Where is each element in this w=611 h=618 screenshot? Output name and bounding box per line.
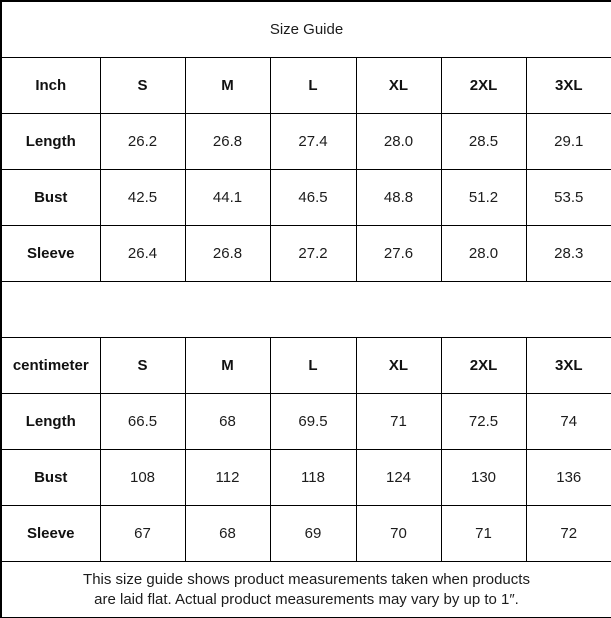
size-header-3xl: 3XL <box>525 57 611 114</box>
size-header-l: L <box>269 337 357 394</box>
measurement-cell: 118 <box>269 449 357 506</box>
measurement-cell: 71 <box>355 393 442 450</box>
table-row-cm-bust: Bust 108 112 118 124 130 136 <box>0 449 611 506</box>
row-label: Sleeve <box>0 225 101 282</box>
inch-header-row: Inch S M L XL 2XL 3XL <box>0 57 611 114</box>
size-header-3xl: 3XL <box>525 337 611 394</box>
row-label: Length <box>0 113 101 170</box>
footnote: This size guide shows product measuremen… <box>0 561 611 618</box>
size-header-s: S <box>99 337 186 394</box>
measurement-cell: 72.5 <box>440 393 527 450</box>
size-header-l: L <box>269 57 357 114</box>
spacer-row <box>0 281 611 338</box>
row-label: Sleeve <box>0 505 101 562</box>
measurement-cell: 46.5 <box>269 169 357 226</box>
measurement-cell: 74 <box>525 393 611 450</box>
size-header-s: S <box>99 57 186 114</box>
measurement-cell: 71 <box>440 505 527 562</box>
inch-unit-label: Inch <box>0 57 101 114</box>
measurement-cell: 27.4 <box>269 113 357 170</box>
table-row-cm-sleeve: Sleeve 67 68 69 70 71 72 <box>0 505 611 562</box>
table-row-inch-sleeve: Sleeve 26.4 26.8 27.2 27.6 28.0 28.3 <box>0 225 611 282</box>
measurement-cell: 28.0 <box>440 225 527 282</box>
measurement-cell: 29.1 <box>525 113 611 170</box>
measurement-cell: 27.6 <box>355 225 442 282</box>
measurement-cell: 27.2 <box>269 225 357 282</box>
measurement-cell: 28.5 <box>440 113 527 170</box>
measurement-cell: 130 <box>440 449 527 506</box>
measurement-cell: 112 <box>184 449 271 506</box>
row-label: Bust <box>0 169 101 226</box>
measurement-cell: 28.3 <box>525 225 611 282</box>
measurement-cell: 53.5 <box>525 169 611 226</box>
row-label: Length <box>0 393 101 450</box>
title-row: Size Guide <box>0 0 611 58</box>
measurement-cell: 67 <box>99 505 186 562</box>
table-row-inch-bust: Bust 42.5 44.1 46.5 48.8 51.2 53.5 <box>0 169 611 226</box>
measurement-cell: 70 <box>355 505 442 562</box>
centimeter-header-row: centimeter S M L XL 2XL 3XL <box>0 337 611 394</box>
table-row-cm-length: Length 66.5 68 69.5 71 72.5 74 <box>0 393 611 450</box>
page-title: Size Guide <box>0 0 611 58</box>
measurement-cell: 26.8 <box>184 225 271 282</box>
size-header-m: M <box>184 57 271 114</box>
row-label: Bust <box>0 449 101 506</box>
size-header-xl: XL <box>355 337 442 394</box>
measurement-cell: 66.5 <box>99 393 186 450</box>
measurement-cell: 48.8 <box>355 169 442 226</box>
measurement-cell: 72 <box>525 505 611 562</box>
size-header-2xl: 2XL <box>440 57 527 114</box>
measurement-cell: 26.8 <box>184 113 271 170</box>
centimeter-unit-label: centimeter <box>0 337 101 394</box>
table-row-inch-length: Length 26.2 26.8 27.4 28.0 28.5 29.1 <box>0 113 611 170</box>
footnote-line-1: This size guide shows product measuremen… <box>83 570 530 588</box>
spacer-cell <box>0 281 611 338</box>
footnote-line-2: are laid flat. Actual product measuremen… <box>94 590 519 608</box>
measurement-cell: 108 <box>99 449 186 506</box>
footnote-row: This size guide shows product measuremen… <box>0 561 611 618</box>
measurement-cell: 68 <box>184 505 271 562</box>
measurement-cell: 68 <box>184 393 271 450</box>
measurement-cell: 42.5 <box>99 169 186 226</box>
size-header-m: M <box>184 337 271 394</box>
size-header-xl: XL <box>355 57 442 114</box>
measurement-cell: 26.2 <box>99 113 186 170</box>
size-header-2xl: 2XL <box>440 337 527 394</box>
measurement-cell: 28.0 <box>355 113 442 170</box>
measurement-cell: 44.1 <box>184 169 271 226</box>
measurement-cell: 69 <box>269 505 357 562</box>
measurement-cell: 26.4 <box>99 225 186 282</box>
measurement-cell: 124 <box>355 449 442 506</box>
measurement-cell: 69.5 <box>269 393 357 450</box>
measurement-cell: 136 <box>525 449 611 506</box>
measurement-cell: 51.2 <box>440 169 527 226</box>
